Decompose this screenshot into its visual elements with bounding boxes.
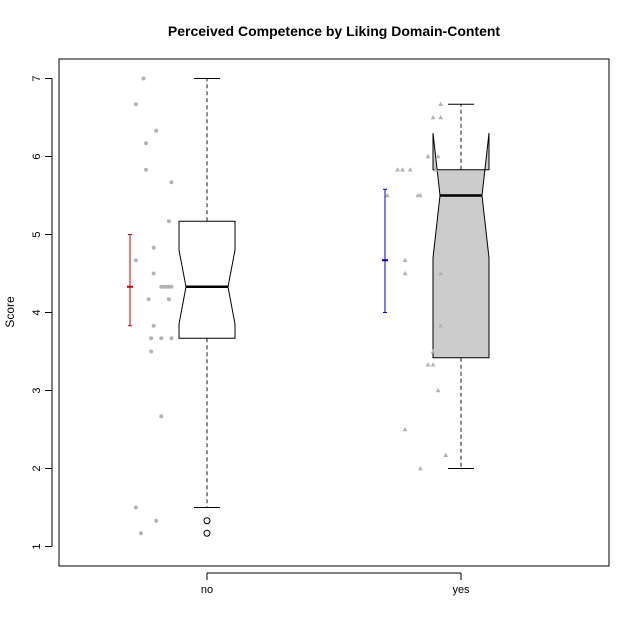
data-point — [154, 518, 159, 523]
data-point — [402, 426, 408, 432]
data-point — [138, 531, 143, 536]
data-point — [395, 167, 400, 172]
data-point — [400, 167, 405, 172]
data-point — [417, 192, 423, 198]
chart-title: Perceived Competence by Liking Domain-Co… — [168, 23, 501, 39]
data-point — [425, 153, 431, 159]
data-point — [149, 336, 154, 341]
data-point — [438, 270, 444, 276]
group-no — [127, 76, 236, 537]
data-point — [407, 167, 413, 172]
data-point — [438, 114, 444, 120]
plot-frame — [58, 58, 610, 567]
data-point — [438, 323, 444, 328]
data-point — [166, 219, 171, 224]
data-point — [133, 102, 138, 107]
data-point — [384, 192, 390, 198]
data-point — [159, 336, 164, 341]
y-tick-label: 6 — [31, 153, 43, 159]
y-tick-label: 1 — [31, 543, 43, 549]
data-point — [144, 167, 149, 172]
groups — [127, 76, 490, 537]
data-point — [402, 257, 408, 263]
data-point — [435, 153, 441, 159]
box-yes — [432, 133, 490, 359]
y-tick-label: 7 — [31, 75, 43, 81]
y-axis-label: Score — [3, 296, 17, 328]
data-point — [144, 141, 149, 146]
data-point — [159, 414, 164, 419]
data-point — [151, 271, 156, 276]
data-point — [166, 297, 171, 302]
data-point — [149, 349, 154, 354]
data-point — [438, 101, 444, 107]
outlier-point — [203, 529, 211, 537]
data-point — [169, 284, 174, 289]
data-point — [430, 348, 436, 354]
data-point — [151, 245, 156, 250]
data-point — [169, 180, 174, 185]
y-tick-label: 2 — [31, 465, 43, 471]
y-tick-label: 4 — [31, 309, 43, 315]
x-tick-label: no — [201, 584, 213, 596]
box-no — [178, 220, 236, 339]
data-point — [146, 297, 151, 302]
data-point — [430, 362, 436, 367]
y-axis: 1 2 3 4 5 6 7 — [31, 75, 53, 550]
data-point — [133, 258, 138, 263]
data-point — [433, 167, 438, 172]
data-point — [402, 270, 408, 276]
data-point — [169, 336, 174, 341]
data-point — [141, 76, 146, 81]
data-point — [154, 128, 159, 133]
data-point — [430, 114, 436, 120]
data-point — [133, 505, 138, 510]
x-axis: no yes — [201, 572, 470, 596]
data-point — [443, 452, 449, 458]
y-tick-label: 3 — [31, 387, 43, 393]
x-tick-label: yes — [452, 584, 470, 596]
data-point — [425, 362, 431, 367]
y-tick-label: 5 — [31, 231, 43, 237]
group-yes — [382, 101, 490, 471]
outlier-point — [203, 517, 211, 525]
data-point — [151, 323, 156, 328]
data-point — [435, 387, 441, 393]
data-point — [417, 465, 423, 471]
